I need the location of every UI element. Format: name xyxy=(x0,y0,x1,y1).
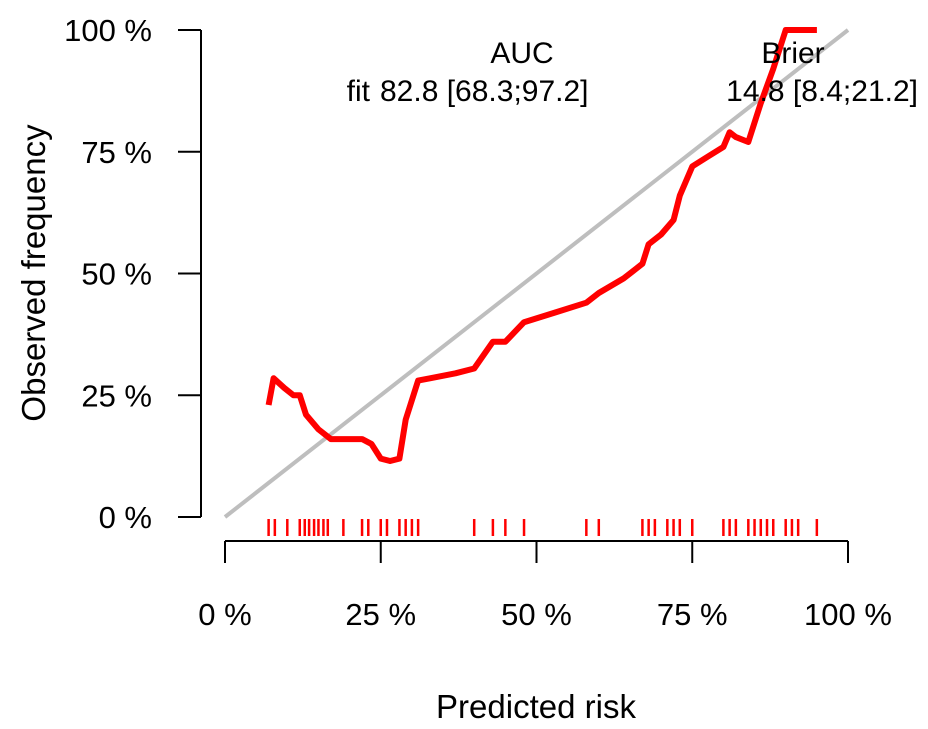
calibration-curve-line xyxy=(265,27,817,464)
y-axis: 0 % 25 % 50 % 75 % 100 % xyxy=(64,13,202,535)
x-tick-label: 50 % xyxy=(501,597,572,632)
rug-layer xyxy=(267,519,819,536)
x-axis-title: Predicted risk xyxy=(436,688,636,725)
y-tick-label: 50 % xyxy=(81,257,152,292)
x-axis: 0 % 25 % 50 % 75 % 100 % xyxy=(198,540,892,632)
legend-brier-header: Brier xyxy=(761,37,824,70)
legend: AUC Brier fit 82.8 [68.3;97.2] 14.8 [8.4… xyxy=(347,37,918,108)
x-tick-label: 100 % xyxy=(804,597,892,632)
y-tick-label: 25 % xyxy=(81,378,152,413)
legend-row-label: fit xyxy=(347,75,371,108)
y-tick-label: 100 % xyxy=(64,13,152,48)
calibration-curve-layer xyxy=(265,27,817,464)
legend-brier-value: 14.8 [8.4;21.2] xyxy=(726,75,918,108)
x-tick-label: 0 % xyxy=(198,597,251,632)
y-tick-label: 75 % xyxy=(81,135,152,170)
x-tick-label: 25 % xyxy=(345,597,416,632)
y-tick-label: 0 % xyxy=(99,500,152,535)
legend-auc-header: AUC xyxy=(490,37,553,70)
legend-auc-value: 82.8 [68.3;97.2] xyxy=(380,75,589,108)
x-tick-label: 75 % xyxy=(657,597,728,632)
y-axis-title: Observed frequency xyxy=(15,124,52,422)
